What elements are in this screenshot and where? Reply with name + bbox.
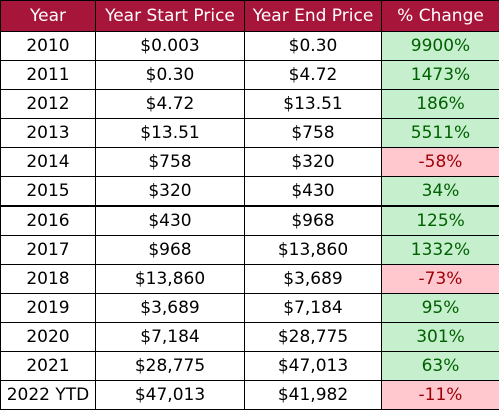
end-price-cell: $47,013 bbox=[245, 352, 382, 381]
table-body: 2010 $0.003 $0.30 9900% 2011 $0.30 $4.72… bbox=[1, 32, 499, 410]
header-percent-change: % Change bbox=[382, 1, 499, 32]
year-cell: 2014 bbox=[1, 148, 96, 177]
end-price-cell: $0.30 bbox=[245, 32, 382, 61]
percent-change-cell: -11% bbox=[382, 381, 499, 410]
table-row: 2022 YTD $47,013 $41,982 -11% bbox=[1, 381, 499, 410]
header-row: Year Year Start Price Year End Price % C… bbox=[1, 1, 499, 32]
year-cell: 2016 bbox=[1, 206, 96, 236]
percent-change-cell: 301% bbox=[382, 323, 499, 352]
end-price-cell: $758 bbox=[245, 119, 382, 148]
table-row: 2017 $968 $13,860 1332% bbox=[1, 236, 499, 265]
table-row: 2012 $4.72 $13.51 186% bbox=[1, 90, 499, 119]
percent-change-cell: 1332% bbox=[382, 236, 499, 265]
table-row: 2018 $13,860 $3,689 -73% bbox=[1, 265, 499, 294]
end-price-cell: $13,860 bbox=[245, 236, 382, 265]
start-price-cell: $430 bbox=[96, 206, 245, 236]
end-price-cell: $28,775 bbox=[245, 323, 382, 352]
end-price-cell: $968 bbox=[245, 206, 382, 236]
start-price-cell: $0.30 bbox=[96, 61, 245, 90]
end-price-cell: $7,184 bbox=[245, 294, 382, 323]
percent-change-cell: 95% bbox=[382, 294, 499, 323]
year-cell: 2017 bbox=[1, 236, 96, 265]
end-price-cell: $320 bbox=[245, 148, 382, 177]
table-row: 2015 $320 $430 34% bbox=[1, 177, 499, 207]
end-price-cell: $3,689 bbox=[245, 265, 382, 294]
table-row: 2019 $3,689 $7,184 95% bbox=[1, 294, 499, 323]
table-header: Year Year Start Price Year End Price % C… bbox=[1, 1, 499, 32]
start-price-cell: $3,689 bbox=[96, 294, 245, 323]
start-price-cell: $13,860 bbox=[96, 265, 245, 294]
end-price-cell: $4.72 bbox=[245, 61, 382, 90]
year-cell: 2022 YTD bbox=[1, 381, 96, 410]
percent-change-cell: 5511% bbox=[382, 119, 499, 148]
end-price-cell: $41,982 bbox=[245, 381, 382, 410]
end-price-cell: $13.51 bbox=[245, 90, 382, 119]
header-year: Year bbox=[1, 1, 96, 32]
percent-change-cell: 125% bbox=[382, 206, 499, 236]
percent-change-cell: 9900% bbox=[382, 32, 499, 61]
table-row: 2021 $28,775 $47,013 63% bbox=[1, 352, 499, 381]
table-row: 2020 $7,184 $28,775 301% bbox=[1, 323, 499, 352]
year-cell: 2020 bbox=[1, 323, 96, 352]
header-year-end-price: Year End Price bbox=[245, 1, 382, 32]
year-cell: 2011 bbox=[1, 61, 96, 90]
table-row: 2014 $758 $320 -58% bbox=[1, 148, 499, 177]
table-row: 2013 $13.51 $758 5511% bbox=[1, 119, 499, 148]
table-row: 2010 $0.003 $0.30 9900% bbox=[1, 32, 499, 61]
percent-change-cell: -58% bbox=[382, 148, 499, 177]
start-price-cell: $758 bbox=[96, 148, 245, 177]
start-price-cell: $47,013 bbox=[96, 381, 245, 410]
start-price-cell: $0.003 bbox=[96, 32, 245, 61]
percent-change-cell: 186% bbox=[382, 90, 499, 119]
table-row: 2011 $0.30 $4.72 1473% bbox=[1, 61, 499, 90]
header-year-start-price: Year Start Price bbox=[96, 1, 245, 32]
start-price-cell: $13.51 bbox=[96, 119, 245, 148]
percent-change-cell: 63% bbox=[382, 352, 499, 381]
year-cell: 2021 bbox=[1, 352, 96, 381]
year-cell: 2019 bbox=[1, 294, 96, 323]
end-price-cell: $430 bbox=[245, 177, 382, 207]
percent-change-cell: 1473% bbox=[382, 61, 499, 90]
start-price-cell: $320 bbox=[96, 177, 245, 207]
table-row: 2016 $430 $968 125% bbox=[1, 206, 499, 236]
start-price-cell: $4.72 bbox=[96, 90, 245, 119]
start-price-cell: $28,775 bbox=[96, 352, 245, 381]
year-cell: 2012 bbox=[1, 90, 96, 119]
year-cell: 2013 bbox=[1, 119, 96, 148]
year-cell: 2015 bbox=[1, 177, 96, 207]
year-cell: 2018 bbox=[1, 265, 96, 294]
year-cell: 2010 bbox=[1, 32, 96, 61]
start-price-cell: $7,184 bbox=[96, 323, 245, 352]
percent-change-cell: 34% bbox=[382, 177, 499, 207]
start-price-cell: $968 bbox=[96, 236, 245, 265]
percent-change-cell: -73% bbox=[382, 265, 499, 294]
